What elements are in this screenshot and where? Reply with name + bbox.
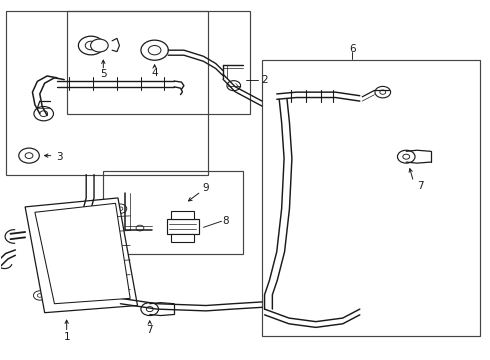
Text: 7: 7 [147, 325, 153, 335]
Text: 6: 6 [349, 44, 356, 54]
Circle shape [136, 225, 144, 231]
Circle shape [118, 207, 123, 211]
Circle shape [33, 291, 46, 300]
Circle shape [114, 291, 127, 300]
Bar [103, 171, 243, 253]
Bar [171, 234, 194, 242]
Circle shape [141, 303, 159, 316]
Text: 2: 2 [261, 75, 268, 85]
Text: 9: 9 [202, 183, 209, 193]
Circle shape [25, 153, 33, 158]
Text: 1: 1 [63, 332, 70, 342]
Circle shape [85, 41, 97, 50]
Text: 5: 5 [100, 69, 107, 79]
Bar [67, 12, 250, 114]
Circle shape [397, 150, 415, 163]
Polygon shape [35, 203, 130, 304]
Circle shape [33, 211, 46, 221]
Polygon shape [25, 198, 138, 313]
Circle shape [148, 45, 161, 55]
Circle shape [114, 204, 127, 213]
Circle shape [19, 148, 39, 163]
Circle shape [37, 294, 42, 297]
Bar [262, 60, 480, 336]
Text: 3: 3 [56, 152, 63, 162]
Text: 8: 8 [222, 216, 229, 226]
Circle shape [147, 307, 153, 312]
Circle shape [91, 39, 108, 52]
Circle shape [40, 111, 48, 117]
Circle shape [118, 294, 123, 297]
Circle shape [380, 90, 386, 94]
Circle shape [403, 154, 410, 159]
Circle shape [141, 40, 168, 60]
Bar [167, 219, 198, 234]
Circle shape [375, 86, 391, 98]
Circle shape [227, 81, 241, 91]
Circle shape [78, 36, 104, 55]
Circle shape [34, 107, 53, 121]
Text: 7: 7 [416, 181, 423, 191]
Bar [171, 211, 194, 219]
Text: 4: 4 [151, 68, 158, 78]
Circle shape [37, 214, 42, 218]
Bar [5, 12, 208, 175]
